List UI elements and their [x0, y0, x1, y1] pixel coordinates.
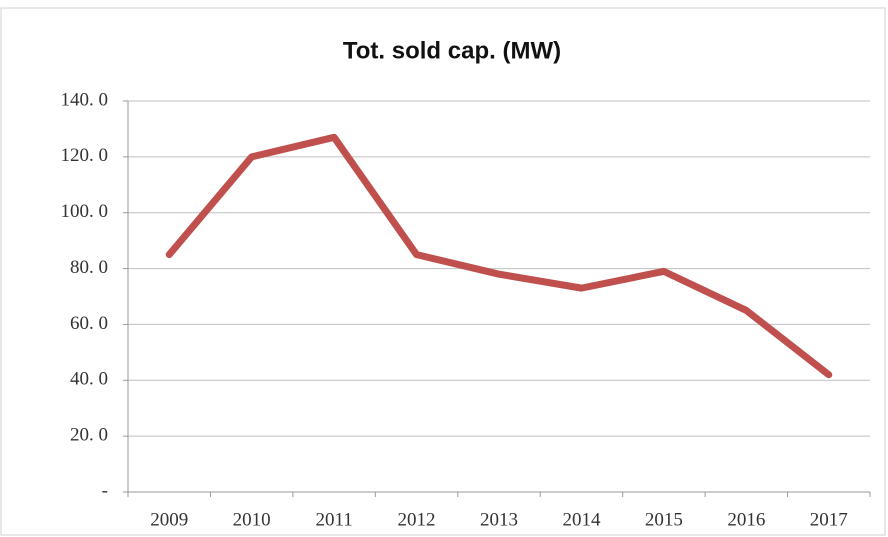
y-tick-label: - — [102, 480, 108, 501]
y-tick-label: 20. 0 — [70, 425, 108, 446]
y-tick-label: 60. 0 — [70, 313, 108, 334]
line-series — [165, 133, 833, 379]
y-tick-label: 40. 0 — [70, 369, 108, 390]
x-tick-label: 2010 — [233, 509, 271, 530]
y-tick-label: 80. 0 — [70, 257, 108, 278]
x-tick-label: 2015 — [645, 509, 683, 530]
chart-title: Tot. sold cap. (MW) — [343, 37, 561, 64]
x-tick-label: 2012 — [398, 509, 436, 530]
x-tick-label: 2017 — [810, 509, 848, 530]
x-tick-label: 2011 — [315, 509, 352, 530]
x-tick-label: 2016 — [727, 509, 765, 530]
y-tick-label: 120. 0 — [61, 145, 109, 166]
chart-frame — [0, 7, 886, 536]
x-tick-label: 2014 — [562, 509, 601, 530]
x-tick-label: 2013 — [480, 509, 518, 530]
y-tick-label: 100. 0 — [61, 201, 109, 222]
y-tick-label: 140. 0 — [61, 89, 109, 110]
x-tick-label: 2009 — [150, 509, 188, 530]
